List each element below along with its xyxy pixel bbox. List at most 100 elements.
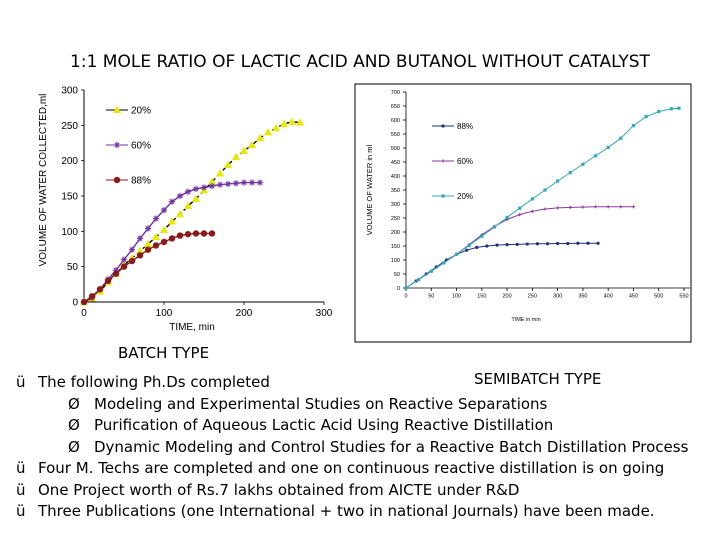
y-tick-label: 100 — [61, 227, 78, 238]
data-point — [176, 232, 184, 239]
data-point — [240, 179, 248, 186]
data-point — [184, 188, 192, 195]
y-tick-label: 50 — [67, 262, 79, 273]
x-tick-label: 0 — [81, 308, 87, 319]
legend-label: 20% — [131, 106, 151, 117]
y-tick-label: 0 — [72, 298, 78, 309]
data-point — [271, 123, 281, 132]
y-tick-label: 50 — [394, 272, 400, 278]
data-point — [160, 206, 168, 214]
sub-bullet-text: Dynamic Modeling and Control Studies for… — [94, 437, 689, 456]
arrow-icon: Ø — [68, 437, 80, 456]
x-tick-label: 250 — [528, 294, 537, 300]
data-point — [535, 242, 540, 246]
series-line — [405, 242, 599, 289]
data-point — [543, 207, 547, 211]
data-point — [566, 241, 570, 246]
data-point — [586, 241, 590, 245]
bullet-text: Four M. Techs are completed and one on c… — [38, 459, 665, 477]
data-point — [581, 205, 585, 209]
legend-label: 88% — [457, 122, 473, 131]
x-tick-label: 50 — [428, 294, 434, 300]
data-point — [223, 160, 233, 168]
y-tick-label: 650 — [391, 104, 400, 110]
legend-marker — [441, 124, 445, 128]
data-point — [518, 213, 522, 217]
y-tick-label: 250 — [391, 216, 400, 222]
legend-label: 88% — [131, 176, 151, 187]
x-tick-label: 150 — [477, 294, 486, 300]
y-tick-label: 450 — [391, 160, 400, 166]
data-point — [530, 209, 534, 213]
data-point — [556, 241, 560, 246]
data-point — [159, 225, 169, 233]
y-tick-label: 100 — [391, 258, 400, 264]
data-point — [216, 181, 224, 188]
data-point — [495, 243, 499, 247]
data-point — [112, 270, 120, 277]
data-point — [80, 298, 88, 306]
legend-label: 60% — [131, 141, 151, 152]
data-point — [465, 248, 469, 252]
bullet-item-mtech: ü Four M. Techs are completed and one on… — [16, 458, 716, 480]
data-point — [112, 267, 120, 274]
data-point — [454, 252, 459, 256]
y-tick-label: 0 — [397, 286, 400, 292]
batch-xlabel: TIME, min — [169, 322, 215, 333]
data-point — [191, 194, 201, 202]
data-point — [167, 217, 177, 225]
legend-marker — [441, 159, 445, 163]
y-tick-label: 200 — [391, 230, 400, 236]
page-title: 1:1 MOLE RATIO OF LACTIC ACID AND BUTANO… — [70, 52, 650, 72]
bullet-item-project: ü One Project worth of Rs.7 lakhs obtain… — [16, 480, 716, 502]
data-point — [256, 179, 264, 186]
series-88pct — [80, 230, 216, 306]
semibatch-caption: SEMIBATCH TYPE — [474, 370, 602, 388]
data-point — [485, 244, 489, 248]
legend-entry-88pct: 88% — [106, 176, 151, 187]
data-point — [96, 286, 104, 293]
data-point — [120, 263, 128, 270]
legend-entry-60pct: 60% — [432, 157, 473, 166]
y-tick-label: 150 — [391, 244, 400, 250]
data-point — [543, 188, 547, 192]
y-tick-label: 300 — [61, 86, 78, 97]
arrow-icon: Ø — [68, 416, 80, 434]
x-tick-label: 100 — [156, 308, 173, 319]
data-point — [631, 124, 636, 128]
data-point — [128, 246, 136, 253]
data-point — [208, 182, 216, 190]
legend-marker — [441, 194, 445, 198]
data-point — [160, 238, 168, 246]
data-point — [88, 293, 96, 300]
series-20pct — [79, 117, 305, 306]
check-icon: ü — [16, 480, 26, 499]
legend-entry-20pct: 20% — [106, 106, 151, 117]
x-tick-label: 200 — [236, 308, 253, 319]
batch-caption: BATCH TYPE — [118, 344, 210, 362]
data-point — [176, 192, 184, 200]
data-point — [295, 118, 305, 126]
data-point — [144, 225, 152, 232]
data-point — [596, 241, 600, 245]
data-point — [467, 243, 471, 248]
data-point — [480, 234, 484, 238]
y-tick-label: 150 — [61, 192, 78, 203]
data-point — [152, 215, 160, 222]
data-point — [192, 230, 200, 237]
legend-marker — [113, 176, 121, 184]
data-point — [644, 115, 648, 119]
data-point — [208, 230, 216, 237]
data-point — [136, 235, 144, 242]
bullet-text: Three Publications (one International + … — [38, 502, 655, 520]
data-point — [556, 179, 560, 183]
y-tick-label: 200 — [61, 156, 78, 167]
data-point — [200, 184, 208, 191]
data-point — [248, 179, 256, 186]
data-point — [505, 243, 509, 247]
x-tick-label: 350 — [578, 294, 587, 300]
data-point — [677, 106, 681, 110]
series-60pct — [80, 179, 264, 306]
legend-label: 60% — [457, 157, 473, 166]
data-point — [404, 286, 408, 290]
